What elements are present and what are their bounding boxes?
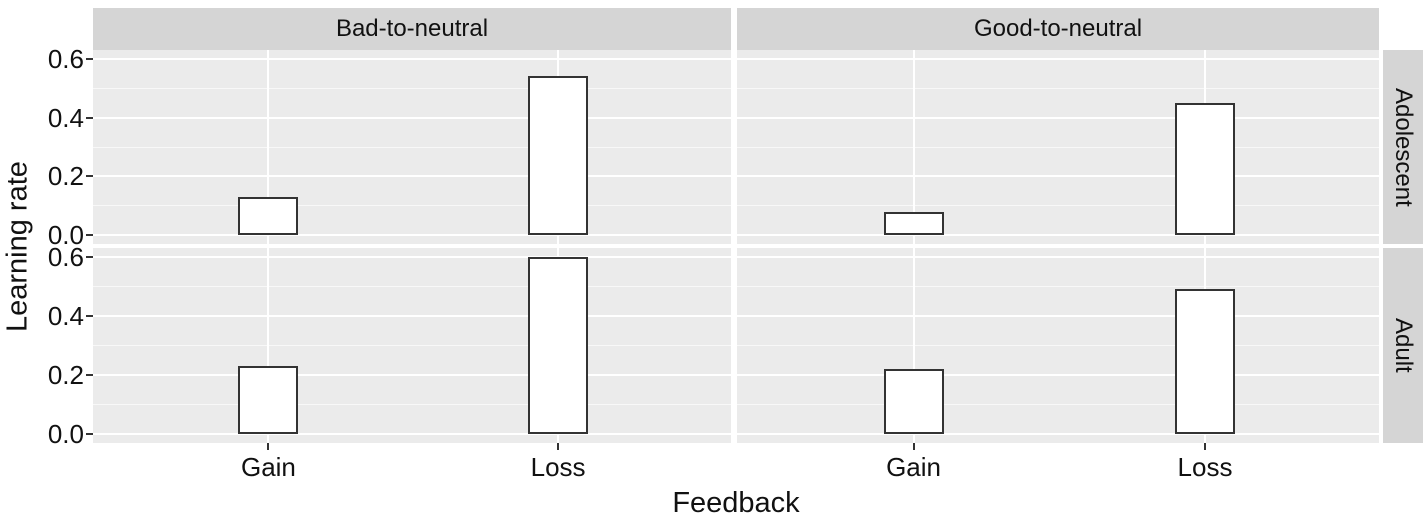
- minor-gridline: [737, 87, 1379, 89]
- y-tick-mark: [86, 374, 93, 377]
- y-tick-mark: [86, 116, 93, 119]
- row-facet-strip-adolescent: Adolescent: [1383, 50, 1423, 244]
- x-tick-label-loss: Loss: [530, 452, 586, 482]
- column-facet-label: Bad-to-neutral: [335, 15, 489, 42]
- y-tick-label: 0.4: [47, 300, 84, 331]
- y-tick-label: 0.6: [47, 241, 84, 272]
- major-gridline: [737, 314, 1379, 317]
- minor-gridline: [737, 285, 1379, 287]
- major-gridline: [737, 175, 1379, 178]
- x-axis-title: Feedback: [672, 487, 800, 519]
- major-gridline: [93, 116, 731, 119]
- y-tick-label: 0.0: [47, 419, 84, 450]
- major-gridline: [737, 374, 1379, 377]
- x-tick-label-gain: Gain: [886, 452, 941, 482]
- y-tick-mark: [86, 255, 93, 258]
- minor-gridline: [93, 205, 731, 207]
- major-gridline: [93, 374, 731, 377]
- y-tick-label: 0.0: [47, 220, 84, 251]
- major-gridline: [737, 116, 1379, 119]
- major-gridline: [737, 57, 1379, 60]
- x-tick-mark: [1204, 443, 1207, 450]
- major-gridline: [737, 433, 1379, 436]
- bar-adult-good-to-neutral-gain: [883, 369, 944, 435]
- panel-adult-good-to-neutral: [737, 248, 1379, 443]
- minor-gridline: [93, 285, 731, 287]
- bar-adolescent-bad-to-neutral-gain: [238, 196, 299, 236]
- major-gridline: [93, 234, 731, 237]
- major-gridline: [93, 314, 731, 317]
- minor-gridline: [737, 345, 1379, 346]
- row-facet-strip-adult: Adult: [1383, 248, 1423, 443]
- column-facet-label: Good-to-neutral: [973, 15, 1143, 42]
- x-tick-mark: [267, 443, 270, 450]
- x-tick-label-gain: Gain: [240, 452, 296, 482]
- x-tick-mark: [557, 443, 560, 450]
- bar-adolescent-good-to-neutral-loss: [1175, 102, 1236, 236]
- bar-adult-bad-to-neutral-loss: [528, 256, 589, 435]
- y-tick-label: 0.6: [47, 43, 84, 74]
- panel-adolescent-bad-to-neutral: [93, 50, 731, 244]
- minor-gridline: [737, 404, 1379, 406]
- minor-gridline: [737, 205, 1379, 207]
- major-gridline: [737, 234, 1379, 237]
- y-tick-mark: [86, 433, 93, 436]
- y-tick-mark: [86, 234, 93, 237]
- y-tick-label: 0.2: [47, 161, 84, 192]
- bar-adolescent-bad-to-neutral-loss: [528, 76, 589, 236]
- y-tick-label: 0.4: [47, 102, 84, 133]
- panel-adolescent-good-to-neutral: [737, 50, 1379, 244]
- column-facet-strip-good-to-neutral: Good-to-neutral: [737, 8, 1379, 50]
- column-facet-strip-bad-to-neutral: Bad-to-neutral: [93, 8, 731, 50]
- category-gridline-gain: [267, 50, 270, 244]
- x-tick-mark: [912, 443, 915, 450]
- minor-gridline: [93, 87, 731, 89]
- minor-gridline: [737, 146, 1379, 148]
- y-tick-label: 0.2: [47, 360, 84, 391]
- bar-adolescent-good-to-neutral-gain: [883, 211, 944, 236]
- row-facet-label: Adult: [1390, 318, 1417, 373]
- y-tick-mark: [86, 314, 93, 317]
- minor-gridline: [93, 345, 731, 346]
- category-gridline-gain: [912, 50, 915, 244]
- major-gridline: [93, 175, 731, 178]
- x-tick-label-loss: Loss: [1177, 452, 1233, 482]
- bar-adult-bad-to-neutral-gain: [238, 366, 299, 435]
- y-tick-mark: [86, 175, 93, 178]
- bar-adult-good-to-neutral-loss: [1175, 289, 1236, 435]
- row-facet-label: Adolescent: [1390, 87, 1417, 207]
- panel-adult-bad-to-neutral: [93, 248, 731, 443]
- major-gridline: [737, 255, 1379, 258]
- major-gridline: [93, 57, 731, 60]
- y-tick-mark: [86, 57, 93, 60]
- major-gridline: [93, 433, 731, 436]
- category-gridline-gain: [267, 248, 270, 443]
- category-gridline-gain: [912, 248, 915, 443]
- minor-gridline: [93, 146, 731, 148]
- major-gridline: [93, 255, 731, 258]
- minor-gridline: [93, 404, 731, 406]
